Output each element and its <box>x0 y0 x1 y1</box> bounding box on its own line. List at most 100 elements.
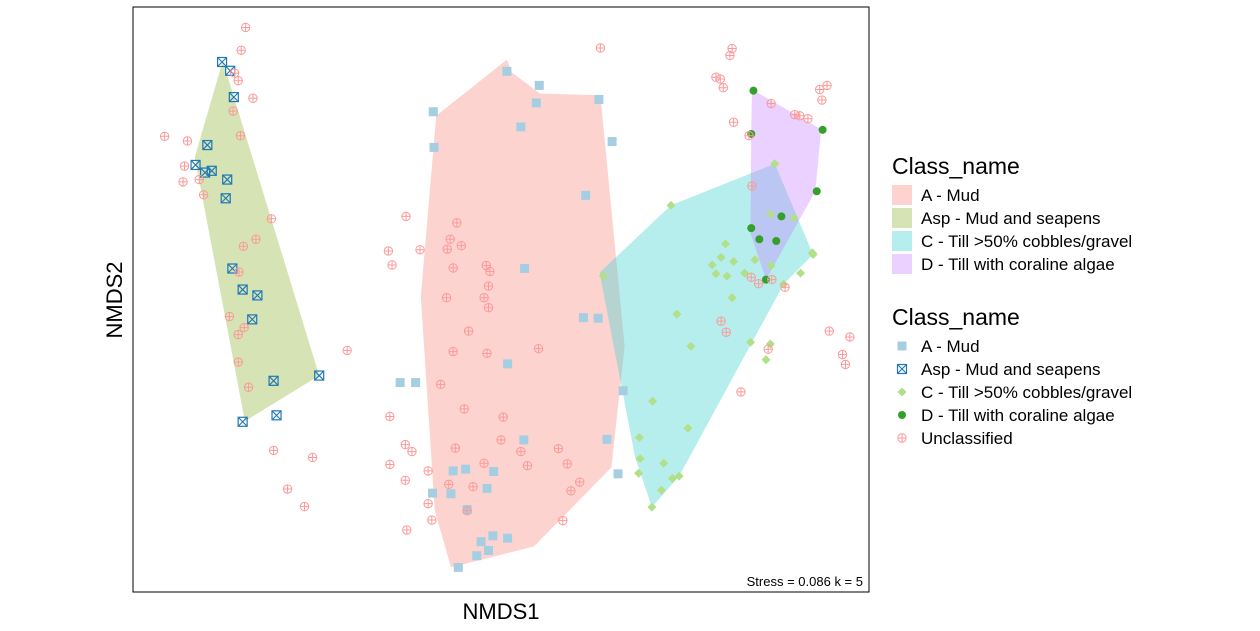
point-unclassified-14 <box>251 234 261 244</box>
point-asp-mud-and-seapens-3 <box>202 139 213 151</box>
point-c-till-50-cobbles-gravel-29 <box>647 502 657 512</box>
point-unclassified-2 <box>229 68 240 78</box>
point-a-mud-7 <box>429 142 439 152</box>
point-unclassified-33 <box>468 482 478 492</box>
point-c-till-50-cobbles-gravel-24 <box>634 433 644 443</box>
point-unclassified-93 <box>767 274 777 285</box>
point-unclassified-52 <box>483 281 494 291</box>
point-unclassified-22 <box>268 445 279 456</box>
point-unclassified-89 <box>845 332 855 342</box>
point-unclassified-88 <box>824 326 834 336</box>
point-asp-mud-and-seapens-16 <box>237 416 248 427</box>
point-unclassified-64 <box>482 348 492 359</box>
point-c-till-50-cobbles-gravel-2 <box>765 209 775 219</box>
hull-d-till-with-coraline-algae <box>750 89 822 280</box>
point-a-mud-14 <box>411 378 421 388</box>
point-a-mud-15 <box>618 386 628 396</box>
point-asp-mud-and-seapens-5 <box>222 174 233 185</box>
hull-layer <box>194 59 822 568</box>
point-unclassified-84 <box>728 117 739 127</box>
legend-label-d-till-with-coraline-algae: D - Till with coraline algae <box>921 406 1115 425</box>
point-a-mud-29 <box>472 551 482 561</box>
point-a-mud-27 <box>483 545 493 555</box>
point-unclassified-47 <box>463 326 474 336</box>
point-unclassified-95 <box>763 344 773 354</box>
point-unclassified-37 <box>522 460 533 471</box>
point-a-mud-11 <box>578 313 588 323</box>
point-a-mud-12 <box>503 359 513 369</box>
point-unclassified-94 <box>780 282 790 292</box>
point-c-till-50-cobbles-gravel-8 <box>750 255 760 265</box>
point-unclassified-10 <box>178 177 188 187</box>
point-c-till-50-cobbles-gravel-13 <box>796 268 806 278</box>
point-unclassified-73 <box>725 50 735 61</box>
point-c-till-50-cobbles-gravel-28 <box>656 485 666 495</box>
point-a-mud-18 <box>448 466 458 476</box>
legend-key-asp-mud-and-seapens <box>892 208 912 228</box>
point-unclassified-40 <box>566 486 576 496</box>
point-unclassified-15 <box>238 241 249 251</box>
point-unclassified-62 <box>481 260 491 271</box>
point-unclassified-97 <box>716 316 726 326</box>
point-unclassified-20 <box>233 357 243 367</box>
point-unclassified-1 <box>236 45 246 55</box>
legend-label-asp-mud-and-seapens: Asp - Mud and seapens <box>921 209 1101 228</box>
point-asp-mud-and-seapens-13 <box>268 375 279 386</box>
point-c-till-50-cobbles-gravel-26 <box>659 458 669 468</box>
point-unclassified-85 <box>747 181 757 191</box>
point-unclassified-81 <box>789 109 800 120</box>
point-d-till-with-coraline-algae-0 <box>749 86 758 95</box>
point-asp-mud-and-seapens-2 <box>228 91 239 103</box>
legend-key-asp-mud-and-seapens <box>896 363 908 375</box>
point-unclassified-11 <box>194 174 204 185</box>
point-unclassified-67 <box>427 515 437 525</box>
point-unclassified-28 <box>423 466 433 476</box>
point-unclassified-96 <box>736 387 746 397</box>
point-c-till-50-cobbles-gravel-31 <box>634 468 644 478</box>
point-unclassified-7 <box>159 131 170 141</box>
point-unclassified-12 <box>198 190 209 200</box>
point-unclassified-0 <box>240 22 251 33</box>
point-unclassified-21 <box>243 382 254 392</box>
point-unclassified-23 <box>282 484 293 494</box>
point-unclassified-30 <box>385 459 395 470</box>
point-unclassified-25 <box>385 411 395 422</box>
point-unclassified-56 <box>442 244 452 254</box>
point-unclassified-42 <box>575 477 585 487</box>
point-c-till-50-cobbles-gravel-32 <box>635 454 645 464</box>
point-unclassified-32 <box>450 443 461 453</box>
point-unclassified-49 <box>479 293 489 303</box>
x-axis-title: NMDS1 <box>462 599 539 624</box>
point-a-mud-13 <box>395 378 405 388</box>
point-a-mud-23 <box>482 483 492 493</box>
point-a-mud-2 <box>531 98 541 108</box>
point-unclassified-87 <box>837 349 848 360</box>
legend-key-unclassified <box>897 433 907 443</box>
point-unclassified-38 <box>553 443 564 454</box>
legend-label-a-mud: A - Mud <box>921 186 980 205</box>
legend-key-c-till-50-cobbles-gravel <box>897 387 907 397</box>
point-unclassified-44 <box>459 404 469 414</box>
point-unclassified-79 <box>817 95 827 105</box>
point-unclassified-45 <box>435 379 446 390</box>
point-a-mud-30 <box>453 562 463 572</box>
legend-fill: Class_name A - Mud Asp - Mud and seapens C … <box>892 153 1132 274</box>
point-a-mud-22 <box>446 489 456 499</box>
legend-title: Class_name <box>892 304 1020 330</box>
hull-asp-mud-and-seapens <box>194 60 320 422</box>
stress-annotation: Stress = 0.086 k = 5 <box>747 574 863 589</box>
point-c-till-50-cobbles-gravel-17 <box>598 271 608 281</box>
legend-label-unclassified: Unclassified <box>921 429 1013 448</box>
point-a-mud-31 <box>613 469 623 479</box>
point-d-till-with-coraline-algae-5 <box>755 235 764 244</box>
panel-border <box>132 6 870 593</box>
point-c-till-50-cobbles-gravel-33 <box>761 355 771 365</box>
point-c-till-50-cobbles-gravel-30 <box>674 471 684 481</box>
point-asp-mud-and-seapens-0 <box>216 56 228 68</box>
point-a-mud-4 <box>428 107 438 117</box>
point-asp-mud-and-seapens-14 <box>314 370 325 381</box>
point-a-mud-0 <box>502 66 512 76</box>
point-a-mud-21 <box>428 488 438 498</box>
point-layer <box>159 22 855 572</box>
point-unclassified-27 <box>407 446 417 457</box>
